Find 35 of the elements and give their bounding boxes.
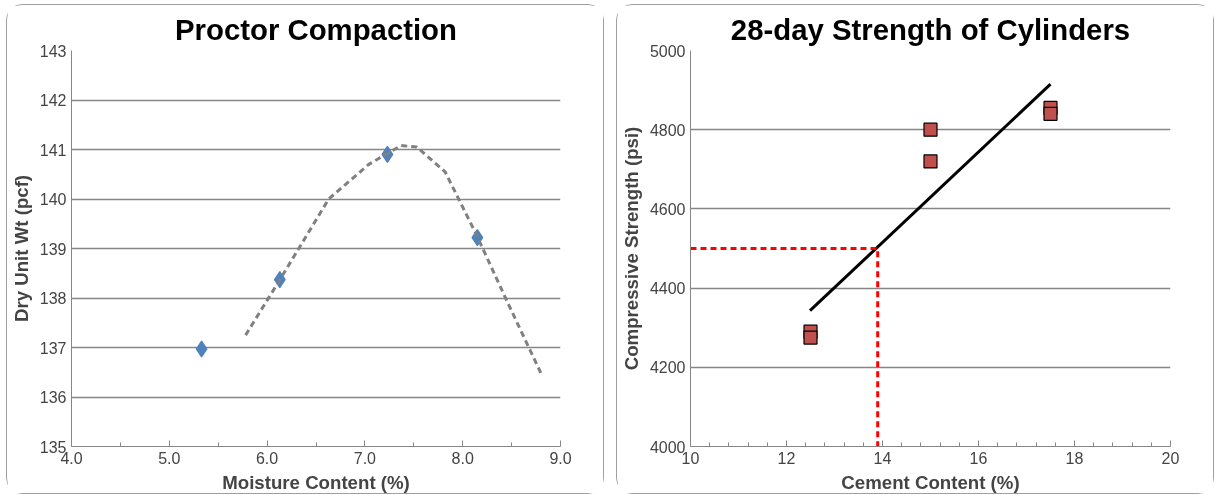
x-axis-title: Cement Content (%) <box>841 471 1020 493</box>
y-tick-label: 136 <box>39 389 67 406</box>
chart-title: Proctor Compaction <box>175 12 457 46</box>
y-tick-label: 140 <box>39 191 67 208</box>
y-axis-title: Dry Unit Wt (pcf) <box>10 174 32 323</box>
x-tick-label: 7.0 <box>353 449 377 467</box>
x-tick-label: 5.0 <box>158 449 181 467</box>
x-tick-label: 6.0 <box>255 449 279 467</box>
y-tick-label: 4400 <box>649 280 686 298</box>
x-tick-label: 9.0 <box>549 449 572 467</box>
point <box>803 330 818 345</box>
x-axis-title: Moisture Content (%) <box>222 471 410 493</box>
point <box>195 340 208 358</box>
point <box>923 122 938 137</box>
y-tick-label: 141 <box>39 141 67 159</box>
y-tick-label: 143 <box>39 42 67 60</box>
y-tick-label: 4600 <box>649 200 686 218</box>
y-tick-label: 139 <box>39 240 67 258</box>
y-tick-label: 137 <box>39 339 67 357</box>
x-tick-label: 16 <box>969 449 988 467</box>
x-tick-label: 12 <box>777 449 796 467</box>
x-tick-label: 20 <box>1161 449 1180 467</box>
x-tick-label: 18 <box>1065 449 1084 467</box>
y-tick-label: 4200 <box>649 359 686 377</box>
point <box>923 154 938 169</box>
point <box>1043 106 1058 121</box>
y-tick-label: 4800 <box>649 121 686 139</box>
chart-title: 28-day Strength of Cylinders <box>730 12 1131 46</box>
line-series <box>244 144 543 375</box>
y-tick-label: 142 <box>39 92 67 109</box>
y-tick-label: 138 <box>39 290 67 307</box>
y-tick-label: 5000 <box>649 42 686 60</box>
x-tick-label: 14 <box>873 449 892 467</box>
x-tick-label: 8.0 <box>451 449 474 467</box>
y-axis-title: Compressive Strength (psi) <box>620 126 642 371</box>
